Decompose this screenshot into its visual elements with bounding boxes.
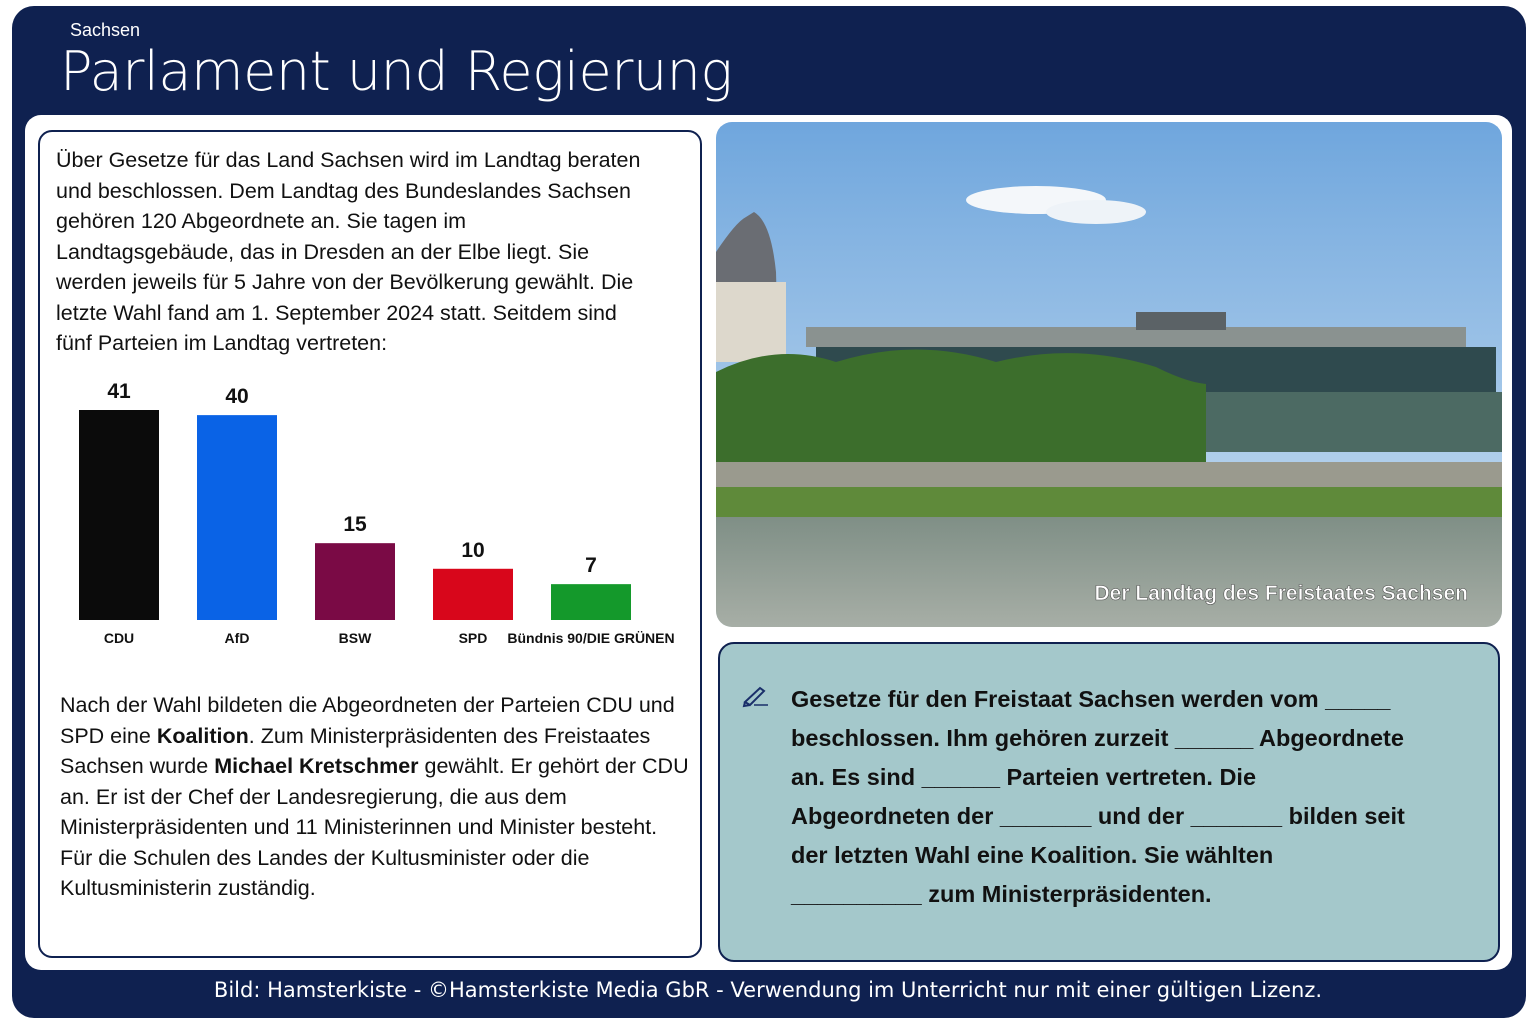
bar (315, 543, 395, 620)
bar (433, 568, 513, 620)
intro-text: Über Gesetze für das Land Sachsen wird i… (56, 145, 640, 359)
photo: Der Landtag des Freistaates Sachsen (716, 122, 1502, 627)
exercise-line: Abgeordneten der _______ und der _______… (791, 803, 1405, 829)
body-text: Nach der Wahl bildeten die Abgeordneten … (60, 690, 690, 904)
chart: 41 CDU 40 AfD 15 BSW 10 SPD 7 Bündnis 90/DIE GRÜN… (79, 380, 675, 646)
exercise-line: der letzten Wahl eine Koalition. Sie wäh… (791, 842, 1274, 868)
intro-line: Über Gesetze für das Land Sachsen wird i… (56, 148, 641, 172)
value-label: 7 (585, 554, 597, 577)
category-label: AfD (225, 630, 250, 646)
photo-caption: Der Landtag des Freistaates Sachsen (1095, 582, 1468, 605)
bold-text: Michael Kretschmer (214, 754, 419, 778)
exercise-line: Gesetze für den Freistaat Sachsen werden… (791, 686, 1391, 712)
value-label: 40 (225, 385, 248, 408)
text-box (38, 130, 702, 958)
intro-line: fünf Parteien im Landtag vertreten: (56, 331, 388, 355)
category-label: SPD (459, 630, 488, 646)
page-title: Parlament und Regierung (60, 40, 733, 103)
intro-line: gehören 120 Abgeordnete an. Sie tagen im (56, 209, 467, 233)
exercise-text: Gesetze für den Freistaat Sachsen werden… (791, 680, 1405, 914)
region-label: Sachsen (70, 20, 141, 40)
category-label: CDU (104, 630, 134, 646)
value-label: 15 (343, 513, 367, 536)
bold-text: Koalition (156, 723, 249, 748)
footer: Bild: Hamsterkiste - ©Hamsterkiste Media… (213, 978, 1323, 1002)
exercise-box (718, 642, 1500, 962)
category-label: BSW (339, 630, 372, 646)
intro-line: Landtagsgebäude, das in Dresden an der E… (56, 239, 590, 264)
bar (197, 415, 277, 620)
text: gewählt. Er gehört der CDU an. Er ist de… (60, 754, 689, 900)
exercise-line: beschlossen. Ihm gehören zurzeit ______ … (791, 725, 1404, 751)
exercise-line: an. Es sind ______ Parteien vertreten. D… (791, 764, 1257, 790)
bar (79, 410, 159, 620)
intro-line: werden jeweils für 5 Jahre von der Bevöl… (56, 270, 634, 294)
text: Nach der Wahl bildeten die Abgeordneten … (60, 693, 675, 748)
bar (551, 584, 631, 620)
pencil-icon (742, 686, 768, 708)
category-label: Bündnis 90/DIE GRÜNEN (507, 630, 674, 646)
text: . Zum Ministerpräsidenten des Freistaate… (60, 723, 651, 779)
intro-line: und beschlossen. Dem Landtag des Bundesl… (56, 178, 631, 203)
intro-line: letzte Wahl fand am 1. September 2024 st… (56, 300, 617, 325)
value-label: 10 (461, 539, 484, 562)
exercise-line: __________ zum Ministerpräsidenten. (791, 881, 1212, 907)
value-label: 41 (107, 380, 131, 403)
